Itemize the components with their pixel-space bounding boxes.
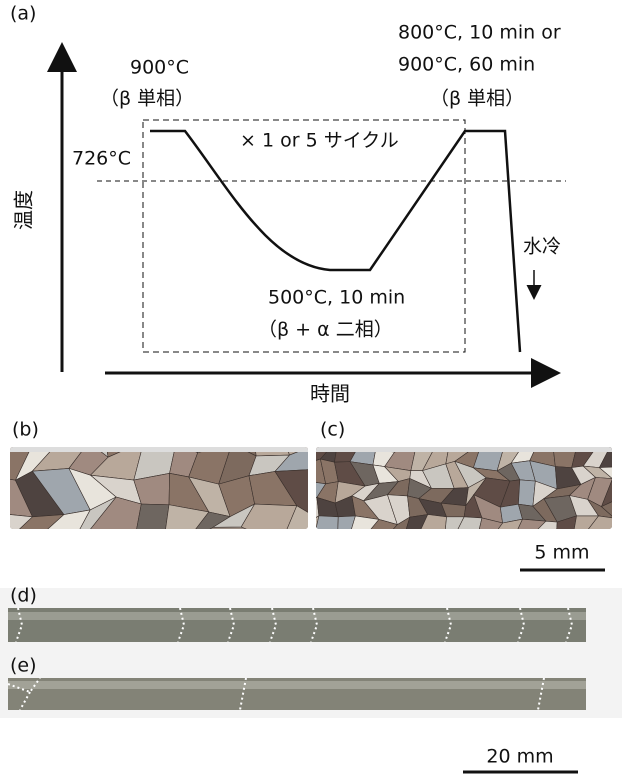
- label: 900°C: [130, 57, 189, 79]
- label: × 1 or 5 サイクル: [240, 130, 399, 152]
- panel-label: (d): [10, 585, 37, 607]
- micrograph-b: [0, 408, 324, 545]
- label: （β 単相）: [430, 88, 524, 110]
- label: （β + α 二相）: [258, 319, 393, 341]
- grain: [606, 425, 622, 444]
- grain: [357, 428, 376, 450]
- grain: [441, 424, 474, 448]
- grain: [544, 427, 576, 450]
- bar-d-highlight: [8, 612, 586, 620]
- grain: [480, 428, 505, 444]
- label: 500°C, 10 min: [268, 287, 405, 309]
- micrograph-c: [293, 424, 622, 541]
- cycle-box: [143, 120, 465, 352]
- grain: [514, 428, 539, 447]
- grain: [125, 408, 176, 443]
- bar-e-highlight: [8, 681, 586, 689]
- panel-a: (a) 温度 時間 900°C （β 単相） 800°C, 10 min or …: [10, 3, 566, 406]
- micrograph-edge: [316, 447, 612, 452]
- grain: [518, 480, 535, 506]
- y-axis-label: 温度: [12, 190, 36, 230]
- panel-label: (c): [320, 419, 345, 441]
- label: 900°C, 60 min: [398, 54, 535, 76]
- panel-label: (b): [12, 419, 39, 441]
- grain: [588, 425, 612, 444]
- grain: [466, 428, 482, 448]
- label: 800°C, 10 min or: [398, 22, 561, 44]
- scale-label: 5 mm: [534, 542, 589, 564]
- panel-label: (e): [10, 655, 37, 677]
- figure: (a) 温度 時間 900°C （β 単相） 800°C, 10 min or …: [0, 0, 622, 776]
- grain: [537, 427, 554, 450]
- label: （β 単相）: [100, 88, 194, 110]
- label: 726°C: [72, 148, 131, 170]
- grain: [39, 417, 89, 448]
- grain: [190, 410, 232, 453]
- x-axis-label: 時間: [310, 382, 350, 406]
- micrograph-edge: [10, 447, 308, 452]
- scale-label: 20 mm: [486, 746, 553, 768]
- grain: [426, 424, 449, 446]
- grain: [499, 428, 522, 447]
- grain: [315, 516, 338, 540]
- label: 水冷: [523, 236, 561, 258]
- grain: [568, 425, 600, 448]
- grain: [163, 408, 197, 453]
- panel-label: (a): [10, 3, 36, 25]
- grain: [407, 433, 438, 446]
